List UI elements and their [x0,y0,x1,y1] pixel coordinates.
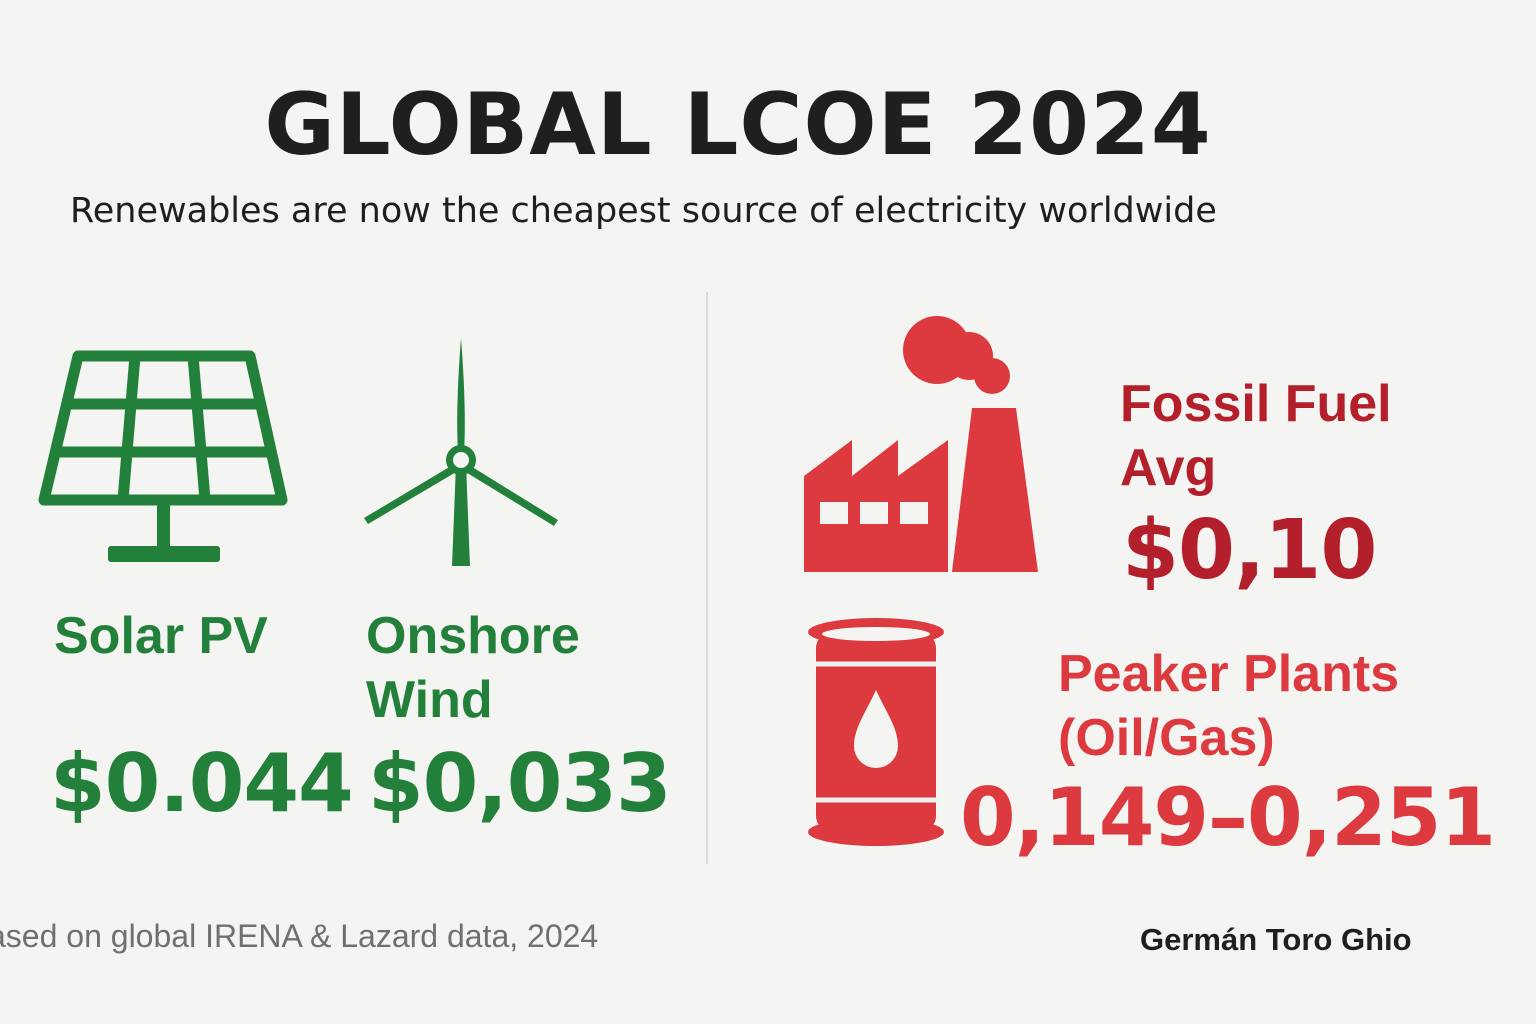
section-divider [706,292,708,864]
fossil-fuel-avg-price: $0,10 [1122,503,1377,598]
peaker-plants-label: Peaker Plants (Oil/Gas) [1058,642,1399,771]
fossil-fuel-label-line2: Avg [1120,439,1217,498]
fossil-fuel-label-line1: Fossil Fuel [1120,375,1392,433]
solar-pv-label: Solar PV [54,607,268,665]
wind-turbine-icon [364,338,558,566]
oil-barrel-icon [808,618,944,846]
peaker-plants-price: 0,149–0,251 [960,771,1496,864]
source-note: ased on global IRENA & Lazard data, 2024 [0,918,599,954]
author-credit: Germán Toro Ghio [1140,922,1412,957]
onshore-wind-label: Onshore Wind [366,604,580,733]
solar-panel-icon [38,350,288,562]
onshore-wind-price: $0,033 [368,737,672,830]
onshore-wind-label-line2: Wind [366,671,493,730]
peaker-plants-label-line2: (Oil/Gas) [1058,709,1275,768]
onshore-wind-label-line1: Onshore [366,607,580,665]
peaker-plants-label-line1: Peaker Plants [1058,645,1400,703]
page-title: GLOBAL LCOE 2024 [264,75,1212,175]
fossil-fuel-avg-label: Fossil Fuel Avg [1120,372,1392,501]
page-subtitle: Renewables are now the cheapest source o… [70,191,1217,231]
factory-icon [804,316,1038,572]
solar-pv-price: $0.044 [50,737,354,830]
